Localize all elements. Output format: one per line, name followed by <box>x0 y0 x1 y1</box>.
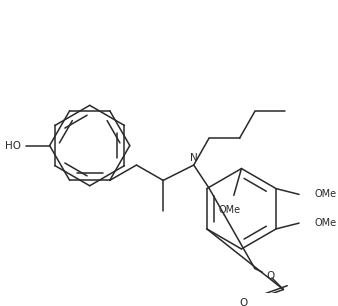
Text: O: O <box>266 271 274 281</box>
Text: OMe: OMe <box>219 205 241 215</box>
Text: HO: HO <box>5 140 21 151</box>
Text: OMe: OMe <box>314 218 336 228</box>
Text: OMe: OMe <box>314 189 336 200</box>
Text: O: O <box>239 298 247 306</box>
Text: N: N <box>190 153 198 163</box>
